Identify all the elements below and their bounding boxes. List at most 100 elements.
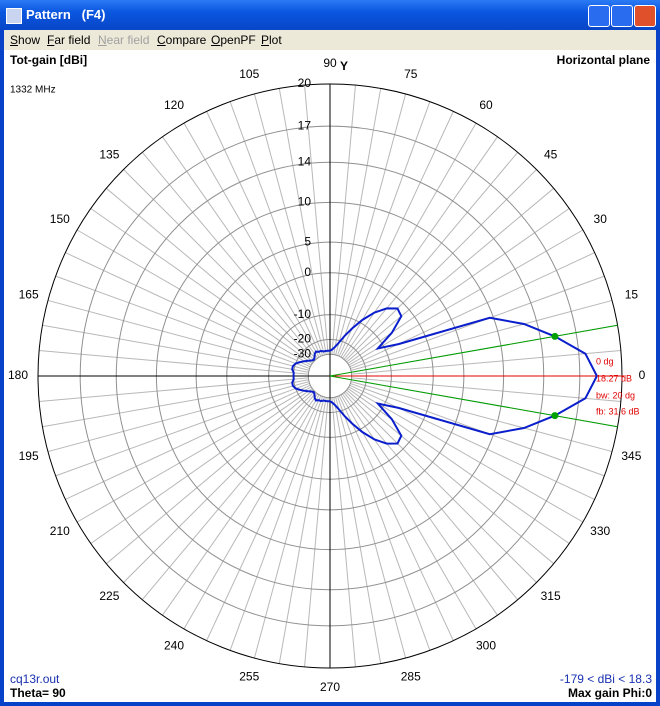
spoke [39,377,309,402]
spoke [229,101,324,356]
r-tick-label: 17 [298,118,312,132]
spoke [55,382,310,477]
spoke [343,151,519,360]
spoke [183,394,320,630]
spoke [141,151,317,360]
spoke [42,379,309,428]
menu-item[interactable]: Compare [157,33,207,47]
spoke [183,122,320,358]
angle-tick-label: 105 [239,67,259,81]
chart-title: Horizontal plane [557,53,651,67]
beamwidth-line [329,324,618,377]
angle-tick-label: 255 [239,670,259,684]
r-tick-label: 10 [298,195,312,209]
spoke [346,389,555,565]
spoke [331,85,356,355]
spoke [335,396,407,659]
spoke [344,169,537,362]
angle-tick-label: 195 [19,449,39,463]
angle-tick-label: 45 [544,148,558,162]
annotation: fb: 31.6 dB [596,406,640,416]
menu-item[interactable]: Show [10,33,41,47]
menu-item[interactable]: OpenPF [211,33,256,47]
spoke [105,187,314,363]
spoke [47,381,310,453]
angle-tick-label: 120 [164,98,184,112]
spoke [304,397,329,667]
spoke [123,390,316,583]
menu-bar: Show Far field Near field Compare OpenPF Plot [4,30,656,50]
spoke [123,169,316,362]
spoke [65,384,311,500]
spoke [338,395,454,641]
menu-item[interactable]: Far field [47,33,91,47]
angle-tick-label: 180 [8,368,28,382]
gain-range: -179 < dBi < 18.3 [560,672,652,686]
beamwidth-marker [551,412,559,420]
annotation: bw: 20 dg [596,390,635,400]
spoke [162,136,318,359]
spoke [278,397,327,664]
axis-label: Y [340,59,348,73]
spoke [346,187,555,363]
angle-tick-label: 225 [99,589,119,603]
spoke [65,252,311,368]
maximize-button[interactable] [611,5,633,27]
spoke [338,111,454,357]
spoke [90,208,313,364]
angle-tick-label: 150 [50,212,70,226]
spoke [348,229,584,366]
menu-item[interactable]: Plot [261,33,282,47]
r-tick-label: -30 [294,346,312,360]
spoke [90,388,313,544]
spoke [349,384,595,500]
angle-tick-label: 90 [323,56,337,70]
angle-tick-label: 165 [19,287,39,301]
angle-tick-label: 135 [99,148,119,162]
spoke [336,396,431,651]
angle-tick-label: 0 [639,368,646,382]
close-button[interactable] [634,5,656,27]
spoke [76,229,312,366]
spoke [350,381,613,453]
spoke [253,396,325,659]
beamwidth-line [329,375,618,428]
angle-tick-label: 210 [50,524,70,538]
spoke [253,93,325,356]
annotation: 18.27 dB [596,373,632,383]
spoke [55,275,310,370]
minimize-button[interactable] [588,5,610,27]
angle-tick-label: 315 [541,589,561,603]
spoke [344,390,537,583]
pattern-line [291,307,599,445]
angle-tick-label: 270 [320,680,340,694]
spoke [162,393,318,616]
angle-tick-label: 15 [625,287,639,301]
r-tick-label: -20 [294,332,312,346]
angle-tick-label: 240 [164,638,184,652]
spoke [39,350,309,375]
angle-tick-label: 75 [404,67,418,81]
spoke [342,136,498,359]
window-icon [6,8,22,24]
spoke [348,386,584,523]
angle-tick-label: 330 [590,524,610,538]
beamwidth-marker [551,332,559,340]
spoke [347,388,570,544]
spoke [347,208,570,364]
title-bar: Pattern (F4) [0,0,660,30]
r-tick-label: 5 [304,234,311,248]
file-name: cq13r.out [10,672,60,686]
theta: Theta= 90 [10,686,66,700]
angle-tick-label: 300 [476,638,496,652]
spoke [278,88,327,355]
spoke [335,93,407,356]
spoke [206,395,322,641]
spoke [105,389,314,565]
spoke [331,397,356,667]
spoke [141,392,317,601]
r-tick-label: 14 [298,154,312,168]
spoke [342,393,498,616]
